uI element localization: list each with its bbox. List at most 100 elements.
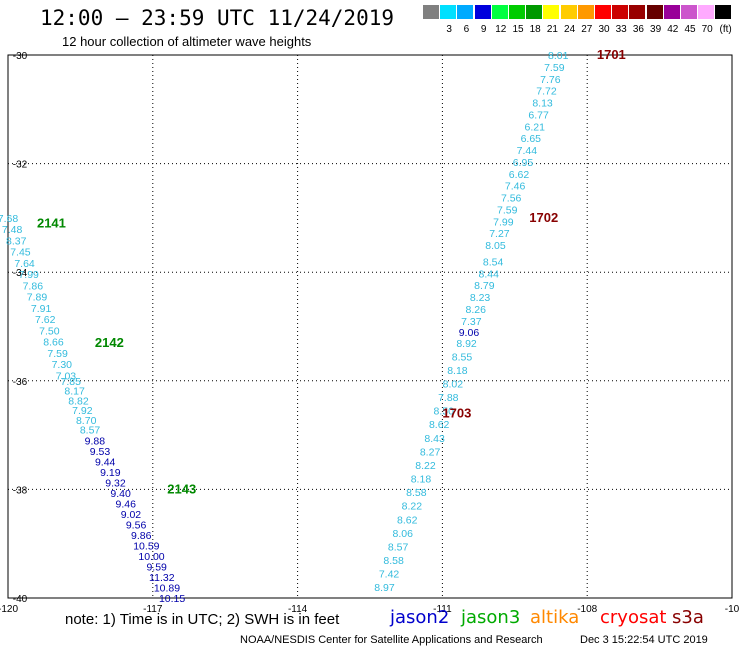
wave-height-value: 8.62 [429,419,450,431]
wave-height-value: 8.54 [483,256,504,268]
wave-height-value: 8.62 [397,514,418,526]
wave-height-value: 6.21 [524,121,545,133]
lat-tick-label: -30 [13,51,28,62]
satellite-name-jason2: jason2 [390,607,450,628]
wave-height-value: 9.32 [105,478,126,490]
pass-number-label: 2141 [37,215,66,230]
wave-height-value: 8.23 [470,292,491,304]
wave-height-value: 7.27 [489,228,510,240]
wave-height-value: 7.72 [536,86,557,98]
wave-height-value: 7.92 [72,405,93,417]
wave-height-value: 6.65 [521,133,542,145]
wave-height-value: 8.22 [402,501,423,513]
wave-height-value: 8.92 [456,338,477,350]
legend-label: 42 [667,24,679,35]
wave-height-value: 7.91 [31,303,52,315]
page-subtitle: 12 hour collection of altimeter wave hei… [62,34,312,49]
wave-height-value: 7.03 [56,370,77,382]
legend-label: 18 [529,24,541,35]
wave-height-value: 7.59 [497,204,518,216]
wave-height-value: 8.66 [43,337,64,349]
wave-height-value: 8.27 [420,446,441,458]
wave-height-value: 7.56 [501,193,522,205]
wave-height-value: 8.58 [406,487,427,499]
legend-swatch [509,5,525,19]
legend-label: 39 [650,24,662,35]
legend-swatch [577,5,594,19]
pass-number-label: 1701 [597,47,626,62]
wave-height-value: 8.44 [479,268,500,280]
legend-swatch [491,5,508,19]
wave-height-value: 7.37 [461,316,482,328]
wave-height-value: 7.76 [540,74,561,86]
lat-tick-label: -36 [13,377,28,388]
lon-tick-label: -120 [0,604,18,615]
pass-number-label: 1703 [442,405,471,420]
footer-note: note: 1) Time is in UTC; 2) SWH is in fe… [65,611,340,628]
wave-height-value: 8.22 [415,460,436,472]
wave-height-value: 7.30 [52,359,73,371]
lon-tick-label: -111 [433,604,452,615]
satellite-name-cryosat: cryosat [600,607,667,628]
legend-label: 45 [684,24,696,35]
legend-label: 27 [581,24,593,35]
map-frame [7,54,733,599]
wave-height-value: 8.26 [465,304,486,316]
legend-label: 9 [480,24,487,35]
wave-height-value: 8.70 [76,415,97,427]
wave-height-value: 7.59 [544,62,565,74]
legend-swatch [560,5,577,19]
satellite-name-jason3: jason3 [461,607,521,628]
wave-height-value: 7.45 [10,247,31,259]
wave-height-value: 7.68 [0,213,18,225]
wave-height-value: 8.82 [68,395,89,407]
wave-height-value: 9.53 [90,446,111,458]
wave-height-value: 8.02 [443,379,464,391]
legend-swatch [698,5,715,19]
satellite-name-altika: altika [530,607,580,628]
wave-height-value: 8.37 [6,235,27,247]
wave-height-value: 9.88 [85,436,106,448]
wave-height-value: 7.64 [14,258,35,270]
legend-swatch [595,5,611,19]
wave-height-value: 8.79 [474,280,495,292]
wave-height-value: 6.95 [513,157,534,169]
legend-label: 21 [546,24,558,35]
lon-tick-label: -114 [288,604,308,615]
wave-height-value: 8.13 [532,98,553,110]
lon-tick-label: -10 [725,604,740,615]
satellite-name-s3a: s3a [672,607,704,628]
color-legend: 3 6 9 12 15 18 21 24 27 30 33 36 39 42 45 70 (ft) [423,5,733,35]
wave-height-value: 7.86 [23,280,44,292]
lat-tick-label: -40 [13,594,28,605]
credit-text: NOAA/NESDIS Center for Satellite Applica… [240,634,543,646]
wave-height-value: 7.99 [18,269,39,281]
wave-height-value: 9.06 [459,327,480,339]
wave-height-value: 7.42 [379,569,400,581]
wave-height-value: 8.17 [64,386,85,398]
wave-height-value: 8.97 [374,582,395,594]
wave-height-value: 9.02 [121,509,142,521]
credit-date: Dec 3 15:22:54 UTC 2019 [580,634,708,646]
wave-height-value: 9.86 [131,530,152,542]
wave-height-value: 9.46 [116,499,137,511]
legend-label: 36 [632,24,644,35]
legend-swatch [423,5,439,19]
wave-height-value: 7.89 [27,292,48,304]
legend-swatch [629,5,646,19]
wave-height-value: 8.55 [452,351,473,363]
legend-label: 15 [512,24,524,35]
lat-tick-label: -32 [13,160,28,171]
wave-height-value: 9.40 [110,488,131,500]
wave-height-value: 9.56 [126,520,147,532]
wave-height-value: 10.89 [154,583,180,595]
legend-swatch [526,5,543,19]
lat-tick-label: -38 [13,485,28,496]
legend-swatch [681,5,697,19]
wave-height-value: 8.57 [388,541,409,553]
wave-height-value: 8.18 [411,474,432,486]
wave-height-value: 8.57 [80,425,101,437]
wave-height-value: 9.19 [100,467,121,479]
wave-height-value: 8.06 [392,528,413,540]
